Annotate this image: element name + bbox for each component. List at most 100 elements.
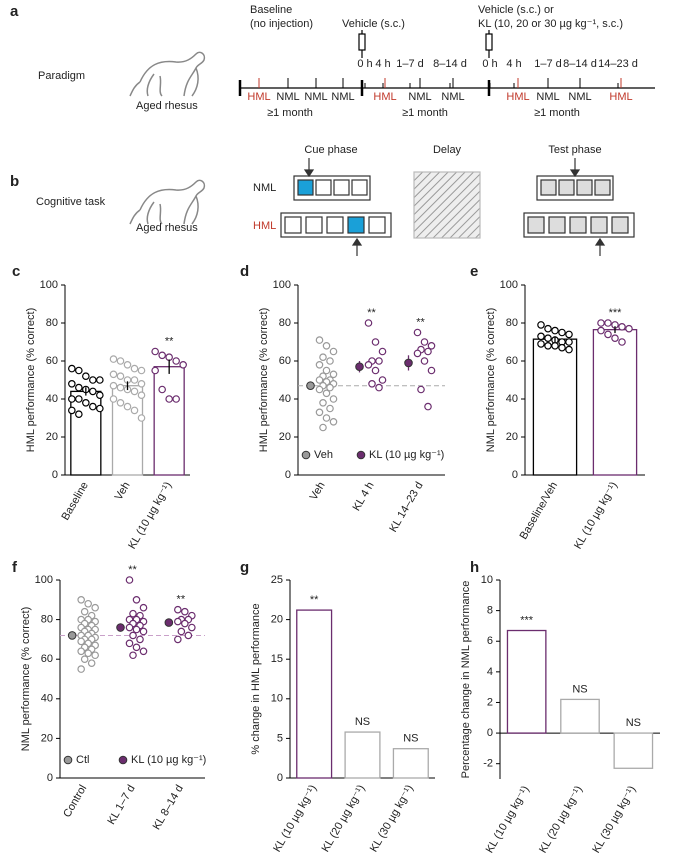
bar bbox=[296, 609, 333, 779]
session-label: NML bbox=[408, 91, 431, 103]
data-point bbox=[371, 338, 380, 346]
data-point bbox=[375, 383, 383, 392]
data-point bbox=[368, 379, 376, 388]
y-axis-label: NML performance (% correct) bbox=[20, 607, 32, 751]
x-tick-label: KL (10 µg kg⁻¹) bbox=[126, 480, 174, 551]
y-axis-label: HML performance (% correct) bbox=[25, 308, 37, 452]
data-point bbox=[137, 379, 146, 388]
data-point bbox=[537, 332, 545, 341]
data-point bbox=[322, 389, 331, 398]
session-label: NML bbox=[441, 91, 464, 103]
data-point bbox=[326, 383, 334, 392]
x-tick-label: KL 4 h bbox=[351, 480, 377, 513]
data-point bbox=[91, 603, 99, 612]
row-label: Paradigm bbox=[38, 70, 85, 82]
header: (no injection) bbox=[250, 18, 313, 30]
session-label: HML bbox=[373, 91, 396, 103]
data-point bbox=[75, 383, 83, 392]
x-tick-label: KL (30 µg kg⁻¹) bbox=[590, 784, 638, 855]
bar bbox=[613, 732, 654, 769]
data-point bbox=[172, 357, 180, 365]
data-point bbox=[125, 623, 134, 632]
data-point bbox=[132, 643, 141, 652]
y-tick-label: 80 bbox=[46, 317, 58, 329]
data-point bbox=[424, 402, 432, 411]
data-point bbox=[109, 381, 118, 390]
data-point bbox=[322, 414, 331, 422]
data-point bbox=[172, 395, 180, 403]
time-label: 8–14 d bbox=[433, 58, 467, 70]
data-point bbox=[420, 338, 429, 346]
y-tick-label: 20 bbox=[279, 431, 291, 443]
data-point bbox=[151, 366, 159, 375]
header: Vehicle (s.c.) or bbox=[478, 4, 554, 16]
y-tick-label: 80 bbox=[506, 317, 518, 329]
mean-marker bbox=[116, 623, 125, 632]
session-label: NML bbox=[568, 91, 591, 103]
subject: Aged rhesus bbox=[136, 100, 198, 112]
y-tick-label: 0 bbox=[512, 469, 518, 481]
phase-label: Delay bbox=[433, 144, 462, 156]
x-tick-label: Baseline/Veh bbox=[518, 480, 561, 542]
data-point bbox=[322, 366, 331, 375]
data-point bbox=[604, 330, 612, 339]
annotation: NS bbox=[572, 683, 587, 695]
data-point bbox=[129, 651, 137, 660]
data-point bbox=[132, 595, 141, 604]
y-tick-label: 100 bbox=[40, 279, 58, 291]
data-point bbox=[611, 334, 619, 343]
annotation: *** bbox=[520, 614, 534, 626]
annotation: ** bbox=[177, 594, 186, 606]
interval-label: ≥1 month bbox=[402, 107, 448, 119]
data-point bbox=[315, 408, 324, 417]
x-tick-label: KL 8–14 d bbox=[151, 783, 186, 832]
y-tick-label: 60 bbox=[506, 355, 518, 367]
row-label: Cognitive task bbox=[36, 196, 106, 208]
data-point bbox=[558, 328, 566, 337]
panel-letter: f bbox=[12, 559, 18, 576]
data-point bbox=[188, 623, 196, 632]
y-tick-label: 80 bbox=[41, 614, 53, 626]
data-point bbox=[558, 343, 566, 352]
data-point bbox=[158, 351, 166, 360]
data-point bbox=[89, 387, 97, 396]
bar bbox=[592, 328, 638, 476]
data-point bbox=[326, 357, 334, 365]
data-point bbox=[116, 383, 125, 392]
data-point bbox=[87, 659, 96, 667]
data-point bbox=[139, 603, 148, 612]
session-label: HML bbox=[247, 91, 270, 103]
data-point bbox=[364, 360, 373, 369]
data-point bbox=[129, 609, 137, 618]
data-point bbox=[109, 370, 118, 379]
bar bbox=[560, 698, 600, 734]
session-label: HML bbox=[506, 91, 529, 103]
data-point bbox=[116, 372, 125, 381]
data-point bbox=[427, 366, 436, 375]
data-point bbox=[109, 355, 118, 363]
data-point bbox=[544, 341, 552, 350]
timeline bbox=[238, 30, 655, 96]
time-label: 8–14 d bbox=[563, 58, 597, 70]
data-point bbox=[96, 376, 104, 384]
data-point bbox=[89, 402, 97, 411]
time-label: 4 h bbox=[506, 58, 521, 70]
panel-letter: e bbox=[470, 263, 478, 280]
data-point bbox=[329, 370, 338, 379]
annotation: NS bbox=[403, 733, 418, 745]
y-tick-label: 40 bbox=[46, 393, 58, 405]
session-label: NML bbox=[304, 91, 327, 103]
data-point bbox=[184, 631, 193, 640]
data-point bbox=[82, 398, 90, 407]
annotation: *** bbox=[609, 307, 623, 319]
data-point bbox=[329, 417, 338, 426]
data-point bbox=[129, 631, 137, 640]
time-label: 14–23 d bbox=[598, 58, 638, 70]
phase-label: Test phase bbox=[548, 144, 601, 156]
y-tick-label: 100 bbox=[273, 279, 291, 291]
data-point bbox=[84, 599, 92, 608]
x-tick-label: KL (10 µg kg⁻¹) bbox=[572, 480, 620, 551]
session-label: HML bbox=[609, 91, 632, 103]
data-point bbox=[84, 649, 92, 658]
